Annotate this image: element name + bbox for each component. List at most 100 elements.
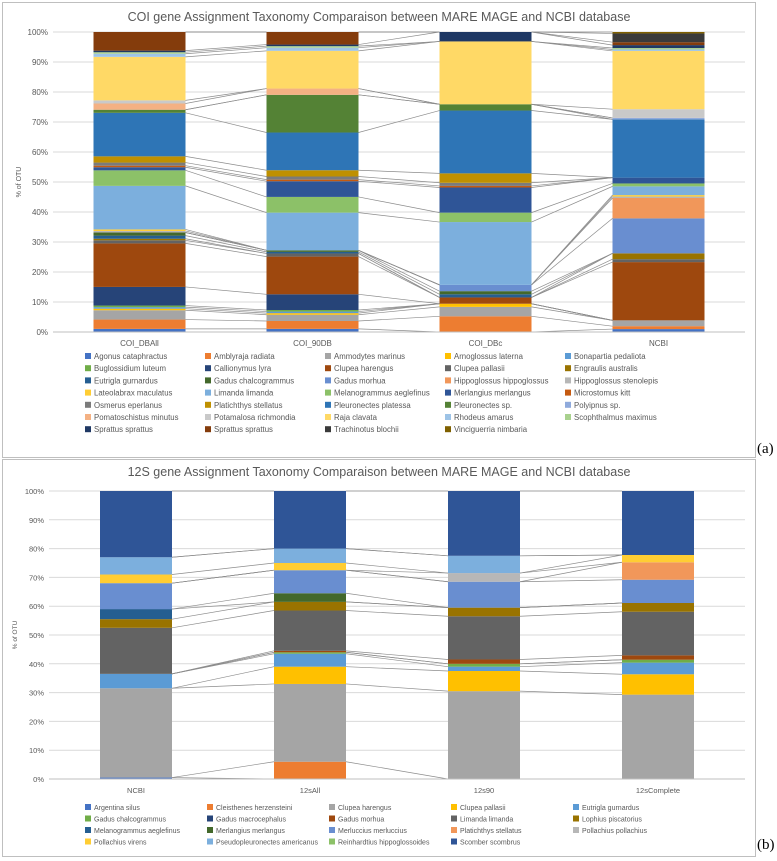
coi-bar-segment-arnoglossus-laterna [267, 313, 359, 315]
12s-legend-swatch-lophius-piscatorius [573, 816, 579, 822]
coi-bar-segment-pleuronectes-platessa [613, 119, 705, 177]
coi-legend-swatch-hippoglossus-hippoglossus [445, 377, 451, 383]
coi-legend-label-platichthys-stellatus: Platichthys stellatus [214, 401, 283, 410]
coi-legend-swatch-clupea-harengus [325, 365, 331, 371]
coi-y-tick-label: 100% [28, 28, 48, 37]
coi-legend-swatch-pleuronectes-sp [445, 402, 451, 408]
12s-series-line [520, 562, 622, 581]
12s-series-line [172, 762, 274, 778]
12s-chart-panel: 12S gene Assignment Taxonomy Comparaison… [2, 459, 756, 857]
coi-legend-label-pomatoschistus-minutus: Pomatoschistus minutus [94, 413, 179, 422]
coi-bar-segment-merlangius-merlangus [440, 187, 532, 212]
coi-legend-label-agonus-cataphractus: Agonus cataphractus [94, 352, 167, 361]
12s-series-line [346, 593, 448, 607]
coi-legend-swatch-limanda-limanda [205, 390, 211, 396]
panel-label-b: (b) [757, 837, 775, 854]
coi-bar-segment-eutrigla-gurnardus [267, 252, 359, 254]
coi-chart-panel: COI gene Assignment Taxonomy Comparaison… [2, 2, 756, 458]
coi-bar-segment-microstomus-kitt [267, 180, 359, 182]
12s-x-tick-label: 12sAll [300, 786, 321, 795]
coi-bar-segment-pomatoschistus-minutus [94, 104, 186, 110]
coi-series-line [359, 250, 440, 285]
coi-legend-swatch-amblyraja-radiata [205, 353, 211, 359]
coi-series-line [359, 252, 440, 294]
coi-legend-swatch-bonapartia-pedaliota [565, 353, 571, 359]
12s-series-line [346, 667, 448, 671]
12s-bar-segment-eutrigla-gurnardus [274, 654, 346, 667]
coi-bar-segment-platichthys-stellatus [267, 170, 359, 176]
12s-bar-segment-merluccius-merluccius [100, 583, 172, 609]
coi-series-line [532, 253, 613, 297]
12s-legend-label-clupea-harengus: Clupea harengus [338, 805, 392, 812]
12s-legend-label-pollachius-pollachius: Pollachius pollachius [582, 828, 647, 835]
12s-legend-label-reinhardtius-hippoglossoides: Reinhardtius hippoglossoides [338, 840, 430, 847]
coi-bar-segment-rhodeus-amarus [94, 54, 186, 57]
12s-legend-label-gadus-macrocephalus: Gadus macrocephalus [216, 817, 287, 824]
coi-series-line [359, 170, 440, 173]
12s-x-tick-label: 12s90 [474, 786, 494, 795]
coi-bar-segment-lateolabrax-maculatus [94, 229, 186, 231]
coi-y-tick-label: 50% [32, 178, 48, 187]
12s-legend-swatch-argentina-silus [85, 804, 91, 810]
coi-y-tick-label: 0% [36, 328, 48, 337]
coi-bar-segment-ammodytes-marinus [613, 320, 705, 326]
12s-legend-swatch-pollachius-virens [85, 839, 91, 845]
12s-bar-segment-lophius-piscatorius [448, 608, 520, 617]
coi-bar-segment-amblyraja-radiata [613, 326, 705, 329]
12s-bar-segment-clupea-harengus [448, 691, 520, 779]
coi-bar-segment-amblyraja-radiata [440, 316, 532, 332]
coi-bar-segment-limanda-limanda [613, 186, 705, 195]
coi-y-tick-label: 90% [32, 58, 48, 67]
coi-bar-segment-melanogrammus-aeglefinus [440, 213, 532, 222]
12s-legend-label-eutrigla-gurnardus: Eutrigla gurnardus [582, 805, 640, 812]
coi-legend-swatch-melanogrammus-aeglefinus [325, 390, 331, 396]
12s-series-line [172, 602, 274, 609]
coi-series-line [359, 253, 440, 297]
12s-series-line [346, 602, 448, 608]
12s-bar-segment-scomber-scombrus [448, 491, 520, 556]
coi-bar-segment-gadus-chalcogrammus [94, 233, 186, 236]
coi-legend-label-melanogrammus-aeglefinus: Melanogrammus aeglefinus [334, 389, 430, 398]
12s-legend-swatch-merlangius-merlangus [207, 827, 213, 833]
coi-legend-label-pleuronectes-platessa: Pleuronectes platessa [334, 401, 411, 410]
12s-legend-label-melanogrammus-aeglefinus: Melanogrammus aeglefinus [94, 828, 180, 835]
coi-series-line [186, 287, 267, 294]
12s-legend-label-pollachius-virens: Pollachius virens [94, 840, 147, 847]
coi-bar-segment-amblyraja-radiata [94, 320, 186, 329]
coi-series-line [186, 186, 267, 213]
coi-legend-label-clupea-harengus: Clupea harengus [334, 364, 393, 373]
12s-y-tick-label: 20% [29, 717, 44, 726]
coi-legend-swatch-pomatoschistus-minutus [85, 414, 91, 420]
12s-legend-swatch-reinhardtius-hippoglossoides [329, 839, 335, 845]
12s-series-line [520, 655, 622, 659]
12s-legend-swatch-platichthys-stellatus [451, 827, 457, 833]
coi-bar-segment-sprattus-sprattus [94, 51, 186, 53]
coi-bar-segment-gadus-morhua [613, 218, 705, 253]
coi-series-line [359, 316, 440, 321]
coi-series-line [186, 89, 267, 104]
12s-legend-swatch-clupea-pallasii [451, 804, 457, 810]
coi-legend-label-potamalosa-richmondia: Potamalosa richmondia [214, 413, 296, 422]
12s-series-line [346, 654, 448, 667]
coi-x-tick-label: COI_DBAll [120, 339, 159, 348]
coi-legend-swatch-ammodytes-marinus [325, 353, 331, 359]
coi-series-line [186, 45, 267, 51]
12s-bar-segment-lophius-piscatorius [622, 603, 694, 612]
12s-series-line [346, 549, 448, 556]
coi-legend-swatch-arnoglossus-laterna [445, 353, 451, 359]
coi-chart-title: COI gene Assignment Taxonomy Comparaison… [128, 10, 631, 24]
coi-bar-segment-sprattus-sprattus [613, 42, 705, 45]
coi-bar-segment-hippoglossus-stenolepis [94, 231, 186, 233]
coi-bar-segment-melanogrammus-aeglefinus [613, 183, 705, 186]
coi-bar-segment-hippoglossus-hippoglossus [613, 198, 705, 218]
coi-legend-swatch-polyipnus-sp [565, 402, 571, 408]
coi-legend-label-scophthalmus-maximus: Scophthalmus maximus [574, 413, 657, 422]
coi-bar-segment-clupea-harengus [440, 297, 532, 303]
12s-bar-segment-clupea-pallasii [448, 671, 520, 691]
coi-series-line [186, 236, 267, 252]
12s-bar-segment-cleisthenes-herzensteini [274, 762, 346, 779]
12s-bar-segment-clupea-harengus [100, 688, 172, 777]
coi-bar-segment-sprattus-sprattus [440, 32, 532, 41]
coi-legend-label-raja-clavata: Raja clavata [334, 413, 378, 422]
coi-bar-segment-sprattus-sprattus [94, 32, 186, 51]
